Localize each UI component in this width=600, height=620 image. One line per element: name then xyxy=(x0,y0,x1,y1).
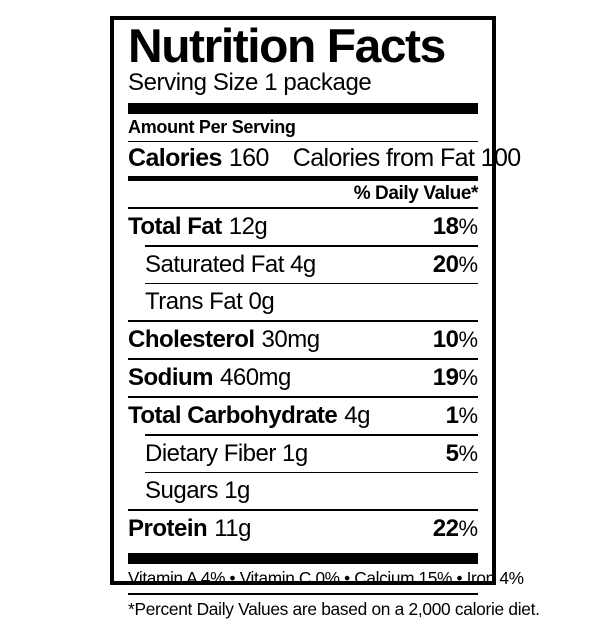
divider-above-dietary-fiber xyxy=(145,434,478,436)
daily-value-header: % Daily Value* xyxy=(353,183,479,205)
divider-above-calories xyxy=(128,140,478,143)
row-sodium-left: Sodium 460mg xyxy=(128,364,291,392)
row-cholesterol-percent-value: 10 xyxy=(432,326,459,354)
row-protein-amount: 11g xyxy=(214,515,251,543)
row-saturated-fat: Saturated Fat 4g 20% xyxy=(128,247,478,283)
percent-sign: % xyxy=(458,403,478,429)
percent-sign: % xyxy=(458,440,478,466)
row-sugars-name: Sugars 1g xyxy=(145,477,250,505)
percent-sign: % xyxy=(458,516,478,542)
row-sodium-percent: 19% xyxy=(433,364,478,392)
page-title: Nutrition Facts xyxy=(128,19,446,72)
row-saturated-fat-percent-value: 20 xyxy=(432,250,459,278)
row-cholesterol-left: Cholesterol 30mg xyxy=(128,326,320,354)
row-protein: Protein 11g 22% xyxy=(128,511,478,547)
row-cholesterol-percent: 10% xyxy=(433,326,478,354)
row-saturated-fat-left: Saturated Fat 4g xyxy=(145,251,316,279)
footnote-text: *Percent Daily Values are based on a 2,0… xyxy=(128,598,540,619)
row-sodium-amount: 460mg xyxy=(220,364,291,392)
percent-sign: % xyxy=(458,327,478,353)
row-total-fat-left: Total Fat 12g xyxy=(128,213,268,241)
divider-above-sodium xyxy=(128,358,478,361)
row-total-fat-percent-value: 18 xyxy=(432,213,459,241)
amount-per-serving-label: Amount Per Serving xyxy=(128,116,296,137)
percent-sign: % xyxy=(458,214,478,240)
row-total-fat-percent: 18% xyxy=(433,213,478,241)
row-sodium: Sodium 460mg 19% xyxy=(128,360,478,396)
row-total-fat-amount: 12g xyxy=(228,213,268,241)
row-cholesterol: Cholesterol 30mg 10% xyxy=(128,322,478,358)
row-trans-fat-left: Trans Fat 0g xyxy=(145,288,275,316)
row-cholesterol-name: Cholesterol xyxy=(128,326,255,354)
divider-above-protein xyxy=(128,509,478,512)
row-total-carbohydrate: Total Carbohydrate 4g 1% xyxy=(128,398,478,434)
divider-above-total-fat xyxy=(128,207,478,210)
row-saturated-fat-percent: 20% xyxy=(433,251,478,279)
divider-above-cholesterol xyxy=(128,320,478,323)
row-total-fat: Total Fat 12g 18% xyxy=(128,209,478,245)
calories-row: Calories 160 Calories from Fat 100 xyxy=(128,142,521,176)
row-total-carbohydrate-percent-value: 1 xyxy=(445,402,459,430)
row-dietary-fiber-percent-value: 5 xyxy=(445,439,459,467)
divider-thick-bottom xyxy=(128,553,478,565)
row-sugars: Sugars 1g xyxy=(128,473,478,509)
divider-above-trans-fat xyxy=(145,282,478,285)
divider-above-sugars xyxy=(145,471,478,474)
nutrition-facts-panel: Nutrition Facts Serving Size 1 package A… xyxy=(110,16,540,619)
serving-size-text: Serving Size 1 package xyxy=(128,69,372,97)
row-trans-fat-name: Trans Fat 0g xyxy=(145,288,275,316)
row-dietary-fiber: Dietary Fiber 1g 5% xyxy=(128,436,478,472)
row-sugars-left: Sugars 1g xyxy=(145,477,250,505)
row-total-carbohydrate-name: Total Carbohydrate xyxy=(128,402,338,430)
row-trans-fat: Trans Fat 0g xyxy=(128,284,478,320)
calories-left: Calories 160 Calories from Fat 100 xyxy=(128,144,521,173)
calories-from-fat: Calories from Fat 100 xyxy=(292,144,521,173)
row-protein-left: Protein 11g xyxy=(128,515,251,543)
row-total-fat-name: Total Fat xyxy=(128,213,222,241)
nutrition-panel-inner: Nutrition Facts Serving Size 1 package A… xyxy=(114,19,540,619)
row-total-carbohydrate-amount: 4g xyxy=(344,402,370,430)
row-total-carbohydrate-left: Total Carbohydrate 4g xyxy=(128,402,370,430)
row-protein-name: Protein xyxy=(128,515,208,543)
percent-sign: % xyxy=(458,251,478,277)
row-saturated-fat-name: Saturated Fat 4g xyxy=(145,250,316,278)
row-total-carbohydrate-percent: 1% xyxy=(446,402,478,430)
row-cholesterol-amount: 30mg xyxy=(261,326,321,354)
row-dietary-fiber-percent: 5% xyxy=(446,440,478,468)
row-dietary-fiber-left: Dietary Fiber 1g xyxy=(145,440,308,468)
divider-above-saturated-fat xyxy=(145,245,478,247)
calories-label: Calories xyxy=(128,144,222,173)
calories-value: 160 xyxy=(228,144,270,173)
row-protein-percent: 22% xyxy=(433,515,478,543)
row-sodium-percent-value: 19 xyxy=(432,364,459,392)
divider-above-carbohydrate xyxy=(128,396,478,399)
divider-thick-top xyxy=(128,102,478,114)
divider-below-calories xyxy=(128,176,478,182)
row-protein-percent-value: 22 xyxy=(432,515,459,543)
divider-above-footnote xyxy=(128,593,478,595)
percent-sign: % xyxy=(458,365,478,391)
row-sodium-name: Sodium xyxy=(128,364,214,392)
vitamins-line: Vitamin A 4% • Vitamin C 0% • Calcium 15… xyxy=(128,568,524,589)
row-dietary-fiber-name: Dietary Fiber 1g xyxy=(145,439,308,467)
